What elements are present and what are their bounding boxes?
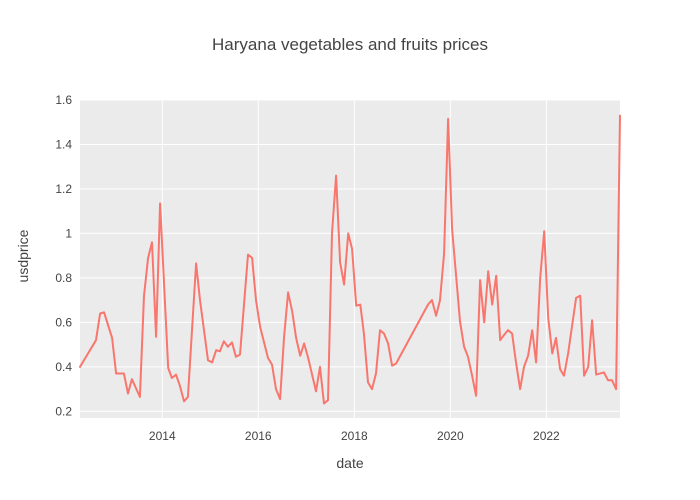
y-tick-label: 0.6: [55, 315, 72, 329]
y-tick-label: 0.4: [55, 360, 72, 374]
x-tick-label: 2020: [437, 429, 464, 443]
usdprice-series-line: [79, 114, 621, 405]
y-tick-label: 0.8: [55, 271, 72, 285]
plot-area: [80, 100, 620, 418]
y-tick-label: 1: [65, 226, 72, 240]
x-axis-title: date: [336, 455, 363, 471]
chart-title: Haryana vegetables and fruits prices: [212, 35, 488, 54]
x-tick-label: 2014: [149, 429, 176, 443]
y-axis-title: usdprice: [15, 229, 31, 282]
x-axis-ticks: 2014 2016 2018 2020 2022: [149, 429, 560, 443]
x-tick-label: 2016: [245, 429, 272, 443]
x-tick-label: 2022: [533, 429, 560, 443]
y-tick-label: 1.4: [55, 137, 72, 151]
y-axis-ticks: 0.2 0.4 0.6 0.8 1 1.2 1.4 1.6: [55, 93, 72, 418]
y-tick-label: 1.6: [55, 93, 72, 107]
y-tick-label: 1.2: [55, 182, 72, 196]
x-tick-label: 2018: [341, 429, 368, 443]
y-tick-label: 0.2: [55, 404, 72, 418]
